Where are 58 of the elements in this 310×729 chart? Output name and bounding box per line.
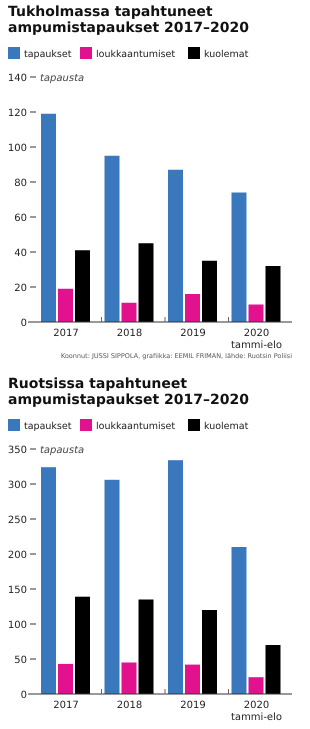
chart-title: Tukholmassa tapahtuneet ampumistapaukset 2017–2020: [8, 4, 250, 36]
bar: [41, 114, 56, 322]
bar: [202, 260, 217, 322]
x-tick-label: 2017: [53, 328, 79, 339]
bar: [122, 302, 136, 322]
bar: [232, 547, 246, 694]
bar: [138, 243, 154, 322]
legend-label: loukkaantumiset: [96, 49, 176, 60]
legend-label: loukkaantumiset: [96, 421, 176, 432]
bar: [75, 250, 90, 322]
x-tick-label: 2018: [116, 328, 142, 339]
y-tick-label: 150: [8, 585, 27, 596]
y-tick-label: 200: [8, 550, 27, 561]
y-tick-label: 20: [14, 283, 27, 294]
bar: [104, 480, 120, 694]
x-tick-label: 2017: [53, 700, 79, 711]
bar: [168, 460, 183, 694]
bar: [75, 596, 90, 694]
bar: [202, 610, 217, 694]
bar: [266, 266, 280, 322]
bar: [248, 304, 264, 322]
y-tick-label: 250: [8, 515, 27, 526]
chart-title: Ruotsissa tapahtuneet ampumistapaukset 2017–2020: [8, 376, 250, 408]
x-tick-label: 2020 tammi-elo: [231, 328, 282, 351]
x-tick-label: 2020 tammi-elo: [231, 700, 282, 723]
y-tick-label: 300: [8, 480, 27, 491]
x-tick-label: 2019: [180, 700, 206, 711]
legend-label: tapaukset: [24, 49, 72, 60]
bar: [185, 664, 200, 694]
x-tick-label: 2018: [116, 700, 142, 711]
y-tick-label: 60: [14, 213, 27, 224]
y-tick-label: 80: [14, 178, 27, 189]
bar: [122, 662, 136, 694]
bar: [138, 600, 154, 694]
x-tick-label: 2019: [180, 328, 206, 339]
y-tick-label: 140: [8, 73, 27, 84]
bar: [58, 664, 73, 694]
y-tick-label: 100: [8, 143, 27, 154]
y-tick-label: 40: [14, 248, 27, 259]
bar: [266, 645, 280, 694]
y-tick-label: 0: [20, 318, 27, 329]
y-tick-label: 100: [8, 620, 27, 631]
y-tick-label: 350: [8, 445, 27, 456]
bar: [185, 294, 200, 322]
legend-label: kuolemat: [204, 421, 249, 432]
bar: [248, 677, 264, 694]
y-tick-label: 50: [14, 655, 27, 666]
y-axis-title: tapausta: [40, 73, 84, 84]
y-tick-label: 120: [8, 108, 27, 119]
bar: [41, 467, 56, 694]
y-axis-title: tapausta: [40, 445, 84, 456]
bar: [104, 156, 120, 322]
legend-label: tapaukset: [24, 421, 72, 432]
legend-label: kuolemat: [204, 49, 249, 60]
bar: [168, 170, 183, 322]
y-tick-label: 0: [20, 690, 27, 701]
bar: [232, 192, 246, 322]
bar: [58, 288, 73, 322]
